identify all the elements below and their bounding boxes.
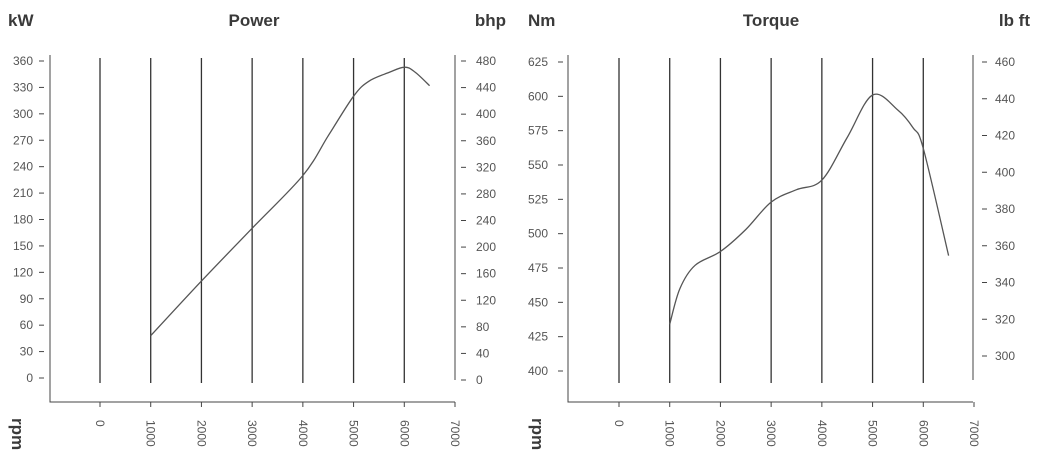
torque-left-tick-label: 500	[528, 227, 548, 241]
torque-right-tick-label: 380	[995, 202, 1015, 216]
power-x-tick-label: 2000	[194, 420, 208, 447]
power-left-tick-label: 240	[13, 160, 33, 174]
power-left-tick-label: 0	[26, 371, 33, 385]
power-right-tick-label: 240	[476, 214, 496, 228]
torque-x-unit: rpm	[528, 418, 547, 450]
torque-right-unit: lb ft	[999, 11, 1030, 30]
power-left-tick-label: 270	[13, 133, 33, 147]
power-right-tick-label: 200	[476, 240, 496, 254]
torque-x-tick-label: 5000	[866, 420, 880, 447]
torque-x-tick-label: 1000	[663, 420, 677, 447]
torque-right-tick-label: 340	[995, 276, 1015, 290]
power-x-tick-label: 3000	[245, 420, 259, 447]
torque-right-tick-label: 420	[995, 129, 1015, 143]
power-right-tick-label: 80	[476, 320, 490, 334]
torque-left-tick-label: 475	[528, 261, 548, 275]
power-right-tick-label: 360	[476, 134, 496, 148]
power-left-tick-label: 180	[13, 213, 33, 227]
power-right-tick-label: 440	[476, 81, 496, 95]
power-left-tick-label: 150	[13, 239, 33, 253]
torque-left-tick-label: 525	[528, 192, 548, 206]
torque-left-tick-label: 600	[528, 89, 548, 103]
power-left-tick-label: 330	[13, 80, 33, 94]
torque-right-tick-label: 300	[995, 349, 1015, 363]
power-x-unit: rpm	[8, 418, 27, 450]
power-right-tick-label: 0	[476, 373, 483, 387]
power-right-tick-label: 480	[476, 54, 496, 68]
power-left-unit: kW	[8, 11, 34, 30]
torque-right-tick-label: 360	[995, 239, 1015, 253]
torque-axis-frame	[567, 55, 973, 403]
torque-left-tick-label: 400	[528, 364, 548, 378]
power-x-tick-label: 1000	[144, 420, 158, 447]
torque-curve	[669, 93, 950, 325]
power-axis-frame	[49, 55, 455, 403]
torque-x-tick-label: 6000	[916, 420, 930, 447]
torque-x-tick-label: 4000	[815, 420, 829, 447]
power-left-tick-label: 120	[13, 265, 33, 279]
power-chart: kW Power bhp rpm 0 30 60 90 120 150 180 210 240 2…	[8, 11, 506, 450]
torque-x-tick-label: 3000	[764, 420, 778, 447]
power-left-tick-label: 90	[20, 292, 34, 306]
power-right-unit: bhp	[475, 11, 506, 30]
power-right-tick-label: 120	[476, 293, 496, 307]
power-left-tick-label: 30	[20, 345, 34, 359]
torque-right-tick-label: 320	[995, 312, 1015, 326]
power-left-tick-label: 360	[13, 54, 33, 68]
torque-left-tick-label: 550	[528, 158, 548, 172]
torque-x-tick-label: 2000	[713, 420, 727, 447]
torque-right-tick-label: 460	[995, 55, 1015, 69]
power-right-tick-label: 280	[476, 187, 496, 201]
power-left-tick-label: 60	[20, 318, 34, 332]
power-right-tick-label: 400	[476, 107, 496, 121]
torque-left-tick-label: 625	[528, 55, 548, 69]
torque-left-tick-label: 425	[528, 330, 548, 344]
torque-chart: Nm Torque lb ft rpm 400 425 450 475 500 525 55…	[528, 11, 1030, 450]
torque-right-tick-label: 400	[995, 165, 1015, 179]
power-curve	[150, 66, 431, 337]
torque-title: Torque	[743, 11, 799, 30]
power-right-tick-label: 40	[476, 346, 490, 360]
power-x-tick-label: 5000	[347, 420, 361, 447]
power-right-tick-label: 160	[476, 267, 496, 281]
power-left-tick-label: 300	[13, 107, 33, 121]
torque-left-tick-label: 575	[528, 124, 548, 138]
torque-x-tick-label: 7000	[967, 420, 981, 447]
power-title: Power	[228, 11, 279, 30]
torque-x-tick-label: 0	[612, 420, 626, 427]
power-x-tick-label: 4000	[296, 420, 310, 447]
power-x-tick-label: 0	[93, 420, 107, 427]
power-x-tick-label: 7000	[448, 420, 462, 447]
power-left-tick-label: 210	[13, 186, 33, 200]
torque-left-unit: Nm	[528, 11, 555, 30]
power-right-tick-label: 320	[476, 160, 496, 174]
torque-right-tick-label: 440	[995, 92, 1015, 106]
torque-left-tick-label: 450	[528, 295, 548, 309]
power-x-tick-label: 6000	[397, 420, 411, 447]
